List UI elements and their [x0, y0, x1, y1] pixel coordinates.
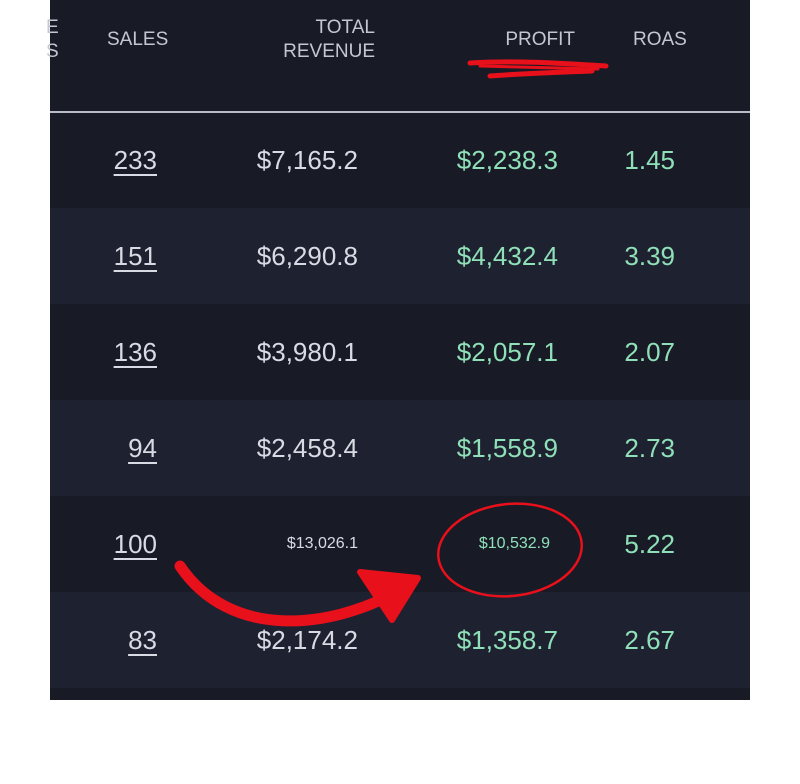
table-row	[50, 688, 750, 784]
sales-link[interactable]: 136	[113, 337, 157, 367]
data-table: E S SALES TOTAL REVENUE PROFIT ROAS 233 …	[46, 0, 750, 700]
partial-column-header[interactable]: E S	[46, 16, 59, 64]
roas-cell: 2.67	[624, 625, 675, 655]
header-sales[interactable]: SALES	[107, 29, 169, 50]
roas-cell: 5.22	[624, 529, 675, 559]
roas-cell: 2.73	[624, 433, 675, 463]
header-roas[interactable]: ROAS	[633, 29, 687, 50]
total-revenue-cell: $2,458.4	[256, 433, 358, 463]
table-row: 100 $13,026.1 $10,532.9 5.22	[50, 496, 750, 592]
table-row: 233 $7,165.2 $2,238.3 1.45	[50, 112, 750, 208]
profit-cell: $1,358.7	[456, 625, 558, 655]
profit-cell: $2,057.1	[456, 337, 558, 367]
header-total-revenue[interactable]: TOTAL REVENUE	[283, 16, 375, 64]
roas-cell: 1.45	[624, 145, 675, 175]
sales-link[interactable]: 151	[113, 241, 157, 271]
total-revenue-cell: $3,980.1	[256, 337, 358, 367]
table-row: 83 $2,174.2 $1,358.7 2.67	[50, 592, 750, 688]
total-revenue-cell: $6,290.8	[256, 241, 358, 271]
header-profit[interactable]: PROFIT	[505, 29, 575, 50]
table-row: 94 $2,458.4 $1,558.9 2.73	[50, 400, 750, 496]
sales-link[interactable]: 100	[113, 529, 157, 559]
roas-cell: 3.39	[624, 241, 675, 271]
profit-cell: $1,558.9	[456, 433, 558, 463]
profit-cell: $4,432.4	[456, 241, 558, 271]
profit-cell: $2,238.3	[456, 145, 558, 175]
table-row: 151 $6,290.8 $4,432.4 3.39	[50, 208, 750, 304]
sales-link[interactable]: 233	[113, 145, 157, 175]
table-header: E S SALES TOTAL REVENUE PROFIT ROAS	[46, 0, 750, 113]
profit-cell: $10,532.9	[478, 535, 550, 552]
header-text: REVENUE	[283, 41, 375, 62]
roas-cell: 2.07	[624, 337, 675, 367]
sales-link[interactable]: 94	[128, 433, 157, 463]
total-revenue-cell: $2,174.2	[256, 625, 358, 655]
total-revenue-cell: $13,026.1	[286, 535, 358, 552]
sales-link[interactable]: 83	[128, 625, 157, 655]
header-text: TOTAL	[315, 17, 375, 38]
header-text: S	[46, 41, 59, 62]
total-revenue-cell: $7,165.2	[256, 145, 358, 175]
table-row: 136 $3,980.1 $2,057.1 2.07	[50, 304, 750, 400]
header-text: E	[46, 17, 59, 38]
